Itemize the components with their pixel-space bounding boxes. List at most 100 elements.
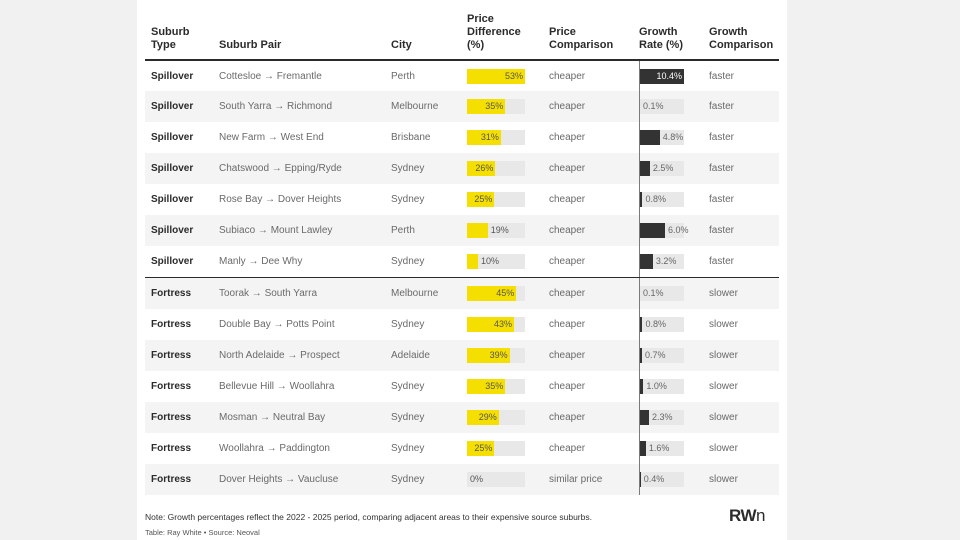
- growth-bar-track: 0.1%: [639, 278, 684, 309]
- suburb-type-cell: Spillover: [151, 194, 194, 206]
- growth-rate-cell: 0.1%: [633, 91, 703, 123]
- price-difference-cell: 43%: [461, 309, 543, 340]
- price-difference-cell: 45%: [461, 276, 543, 309]
- price-bar-track: 45%: [467, 285, 525, 301]
- price-comparison-cell: cheaper: [543, 215, 633, 247]
- city-cell: Sydney: [385, 463, 461, 495]
- growth-comparison-cell: faster: [709, 194, 735, 206]
- price-bar-track: 25%: [467, 440, 525, 456]
- city-cell: Sydney: [391, 318, 425, 330]
- city-cell: Sydney: [391, 442, 425, 454]
- price-bar-track: 53%: [467, 68, 525, 84]
- price-difference-cell: 26%: [461, 153, 543, 185]
- price-difference-cell: 35%: [461, 371, 543, 402]
- price-difference-cell: 53%: [461, 60, 543, 91]
- city-cell: Sydney: [391, 380, 425, 392]
- price-difference-label: 35%: [485, 380, 504, 391]
- growth-rate-cell: 0.8%: [633, 184, 703, 216]
- footnote: Note: Growth percentages reflect the 202…: [145, 512, 592, 522]
- city-cell: Perth: [385, 215, 461, 247]
- suburb-pair-cell: South Yarra → Richmond: [213, 91, 385, 123]
- growth-rate-label: 0.7%: [645, 349, 666, 360]
- col-header-growth-comparison: Growth Comparison: [703, 0, 779, 61]
- table-card: Suburb Type Suburb Pair City Price Diffe…: [137, 0, 787, 540]
- growth-comparison-cell: slower: [709, 318, 738, 330]
- growth-comparison-cell: slower: [709, 380, 738, 392]
- table-row: Spillover Subiaco → Mount Lawley Perth 19% c…: [145, 215, 779, 247]
- growth-comparison-cell: slower: [703, 339, 779, 371]
- suburb-type-cell: Spillover: [151, 256, 194, 268]
- price-difference-label: 25%: [474, 442, 493, 453]
- city-cell: Perth: [391, 70, 415, 82]
- growth-rate-label: 1.0%: [646, 380, 667, 391]
- price-bar-track: 39%: [467, 347, 525, 363]
- growth-rate-bar: [639, 378, 644, 394]
- growth-axis-line: [639, 370, 640, 402]
- growth-rate-bar: [639, 223, 665, 239]
- price-comparison-cell: cheaper: [549, 194, 586, 206]
- source-credit: Table: Ray White • Source: Neoval: [145, 528, 260, 537]
- growth-bar-track: 0.7%: [639, 339, 684, 371]
- price-difference-label: 39%: [489, 349, 508, 360]
- growth-comparison-cell: faster: [709, 256, 735, 268]
- col-header-pair: Suburb Pair: [213, 0, 385, 61]
- growth-rate-label: 2.5%: [652, 163, 674, 174]
- city-cell: Melbourne: [385, 91, 461, 123]
- growth-bar-track: 0.8%: [639, 184, 684, 216]
- price-difference-bar: [467, 130, 501, 146]
- price-difference-bar: [467, 316, 515, 332]
- suburb-type-cell: Spillover: [151, 132, 194, 144]
- growth-axis-line: [639, 60, 640, 92]
- price-difference-label: 35%: [485, 101, 504, 112]
- suburb-type-cell: Fortress: [145, 463, 213, 495]
- growth-bar-track: 10.4%: [639, 60, 684, 92]
- price-difference-cell: 25%: [461, 184, 543, 215]
- table-row: Fortress Dover Heights → Vaucluse Sydney 0%…: [145, 463, 779, 495]
- growth-axis-line: [639, 308, 640, 340]
- growth-rate-label: 0.4%: [643, 473, 665, 484]
- price-difference-label: 26%: [475, 163, 494, 174]
- growth-rate-cell: 0.4%: [633, 463, 703, 495]
- suburb-type-cell: Fortress: [145, 276, 213, 309]
- price-bar-track: 35%: [467, 99, 525, 115]
- price-bar-track: 31%: [467, 130, 525, 146]
- price-difference-bar: [467, 254, 478, 270]
- growth-bar-track: 1.0%: [639, 370, 684, 402]
- growth-rate-label: 6.0%: [667, 225, 689, 236]
- price-comparison-cell: similar price: [543, 463, 633, 495]
- price-difference-bar: [467, 378, 506, 394]
- suburb-pair-cell: Bellevue Hill → Woollahra: [219, 380, 335, 392]
- growth-bar-track: 0.8%: [639, 308, 684, 340]
- growth-comparison-cell: slower: [703, 401, 779, 433]
- price-comparison-cell: cheaper: [549, 318, 586, 330]
- price-comparison-cell: cheaper: [549, 132, 586, 144]
- price-difference-cell: 10%: [461, 246, 543, 277]
- price-comparison-cell: cheaper: [549, 256, 586, 268]
- table-row: Fortress Mosman → Neutral Bay Sydney 29% che…: [145, 401, 779, 433]
- price-difference-bar: [467, 347, 510, 363]
- price-bar-track: 25%: [467, 192, 525, 208]
- growth-rate-cell: 1.6%: [633, 432, 703, 464]
- price-difference-cell: 19%: [461, 215, 543, 247]
- price-difference-bar: [467, 440, 495, 456]
- price-bar-track: 43%: [467, 316, 525, 332]
- price-difference-bar: [467, 192, 495, 208]
- suburb-type-cell: Spillover: [151, 70, 194, 82]
- growth-rate-label: 0.1%: [643, 101, 664, 112]
- price-bar-track: 0%: [467, 471, 525, 487]
- suburb-type-cell: Fortress: [145, 339, 213, 371]
- table-row: Spillover South Yarra → Richmond Melbourne…: [145, 91, 779, 123]
- suburb-type-cell: Spillover: [145, 91, 213, 123]
- price-difference-cell: 35%: [461, 91, 543, 123]
- growth-axis-line: [639, 122, 640, 154]
- price-bar-track: 19%: [467, 223, 525, 239]
- suburb-pair-cell: Cottesloe → Fremantle: [219, 70, 322, 82]
- table-row: Fortress Bellevue Hill → Woollahra Sydney 3…: [145, 370, 779, 402]
- price-comparison-cell: cheaper: [543, 339, 633, 371]
- price-difference-label: 31%: [480, 132, 499, 143]
- growth-axis-line: [639, 339, 640, 371]
- price-difference-label: 25%: [474, 194, 493, 205]
- city-cell: Sydney: [385, 401, 461, 433]
- growth-bar-track: 2.3%: [639, 401, 684, 433]
- growth-axis-line: [639, 184, 640, 216]
